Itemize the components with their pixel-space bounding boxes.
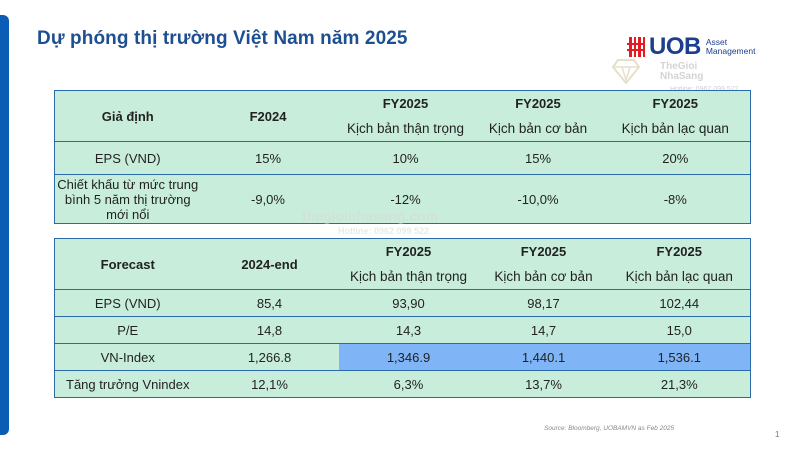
header-cell: FY2025 Kịch bản thận trọng [339,239,479,290]
table-row-vnindex: VN-Index 1,266.8 1,346.9 1,440.1 1,536.1 [54,343,751,371]
source-note: Source: Bloomberg, UOBAMVN as Feb 2025 [544,425,675,432]
header-cell: 2024-end [241,256,298,272]
header-year: FY2025 [385,244,432,259]
table-cell: -10,0% [475,174,601,224]
highlighted-cell: 1,346.9 [338,343,479,371]
table-cell: 13,7% [478,370,609,398]
row-label: P/E [54,316,201,344]
table-cell: 93,90 [338,289,479,317]
table-cell: 21,3% [608,370,751,398]
watermark-hotline-top: Hotline: 0962 099 522 [670,86,739,93]
assumptions-table: Giả định F2024 FY2025 Kịch bản thận trọn… [54,90,751,224]
header-scenario: Kịch bản cơ bản [488,121,588,136]
highlighted-cell: 1,440.1 [478,343,609,371]
highlighted-cell: 1,536.1 [608,343,751,371]
row-label: VN-Index [54,343,201,371]
row-label: EPS (VND) [54,289,201,317]
table-row: Chiết khấu từ mức trung bình 5 năm thị t… [54,174,751,224]
table-row: P/E 14,8 14,3 14,7 15,0 [54,316,751,344]
table-cell: 15% [200,141,336,175]
header-cell: FY2025 Kịch bản cơ bản [479,239,609,290]
header-year: FY2025 [652,96,699,111]
header-year: FY2025 [520,244,567,259]
table-cell: 85,4 [200,289,339,317]
table-cell: 10% [335,141,476,175]
logo-brand: UOB [649,33,701,60]
watermark-hotline: Hotline: 0962 099 522 [338,226,430,236]
row-label: EPS (VND) [54,141,201,175]
header-scenario: Kịch bản lạc quan [625,269,733,284]
header-scenario: Kịch bản thận trọng [346,121,465,136]
header-cell: FY2025 Kịch bản thận trọng [336,91,476,142]
forecast-table: Forecast 2024-end FY2025 Kịch bản thận t… [54,238,751,398]
table-cell: 6,3% [338,370,479,398]
page-number: 1 [775,430,780,439]
header-year: FY2025 [382,96,429,111]
header-scenario: Kịch bản thận trọng [349,269,468,284]
header-year: FY2025 [515,96,561,111]
assumptions-header-row: Giả định F2024 FY2025 Kịch bản thận trọn… [55,91,751,142]
header-cell: FY2025 Kịch bản lạc quan [601,91,751,142]
table-cell: -12% [335,174,476,224]
watermark-brand-line1: TheGioi [660,61,698,72]
table-cell: 15% [475,141,601,175]
watermark-brand-line2: NhaSang [660,71,704,82]
table-cell: 14,7 [478,316,609,344]
table-cell: 14,8 [200,316,339,344]
row-label: Chiết khấu từ mức trung bình 5 năm thị t… [54,174,201,224]
header-year: FY2025 [656,244,703,259]
logo-subtitle: Asset Management [706,38,756,56]
header-scenario: Kịch bản lạc quan [621,121,729,136]
uob-logo: UOB Asset Management [627,33,756,60]
header-scenario: Kịch bản cơ bản [494,269,593,284]
header-cell: F2024 [249,108,287,124]
header-cell: FY2025 Kịch bản lạc quan [609,239,751,290]
table-cell: 20% [600,141,751,175]
header-cell: Forecast [100,256,155,272]
logo-sub-line1: Asset [705,37,728,47]
table-cell: 98,17 [478,289,609,317]
table-row: EPS (VND) 15% 10% 15% 20% [54,141,751,175]
watermark-site: thegioinhasang.com [302,208,439,224]
uob-logo-mark-icon [627,37,645,57]
header-cell: FY2025 Kịch bản cơ bản [476,91,601,142]
side-accent-bar [0,15,9,435]
table-cell: 12,1% [200,370,339,398]
table-row: EPS (VND) 85,4 93,90 98,17 102,44 [54,289,751,317]
page-title: Dự phóng thị trường Việt Nam năm 2025 [37,28,408,49]
row-label: Tăng trưởng Vnindex [54,370,201,398]
table-row: Tăng trưởng Vnindex 12,1% 6,3% 13,7% 21,… [54,370,751,398]
table-cell: 102,44 [608,289,751,317]
watermark-brand: TheGioi NhaSang [660,62,703,82]
table-cell: -8% [600,174,751,224]
table-cell: 14,3 [338,316,479,344]
forecast-header-row: Forecast 2024-end FY2025 Kịch bản thận t… [55,239,751,290]
table-cell: 1,266.8 [200,343,339,371]
logo-sub-line2: Management [705,46,756,56]
table-cell: -9,0% [200,174,336,224]
header-cell: Giả định [101,108,154,124]
watermark-diamond-icon [612,59,640,84]
table-cell: 15,0 [608,316,751,344]
